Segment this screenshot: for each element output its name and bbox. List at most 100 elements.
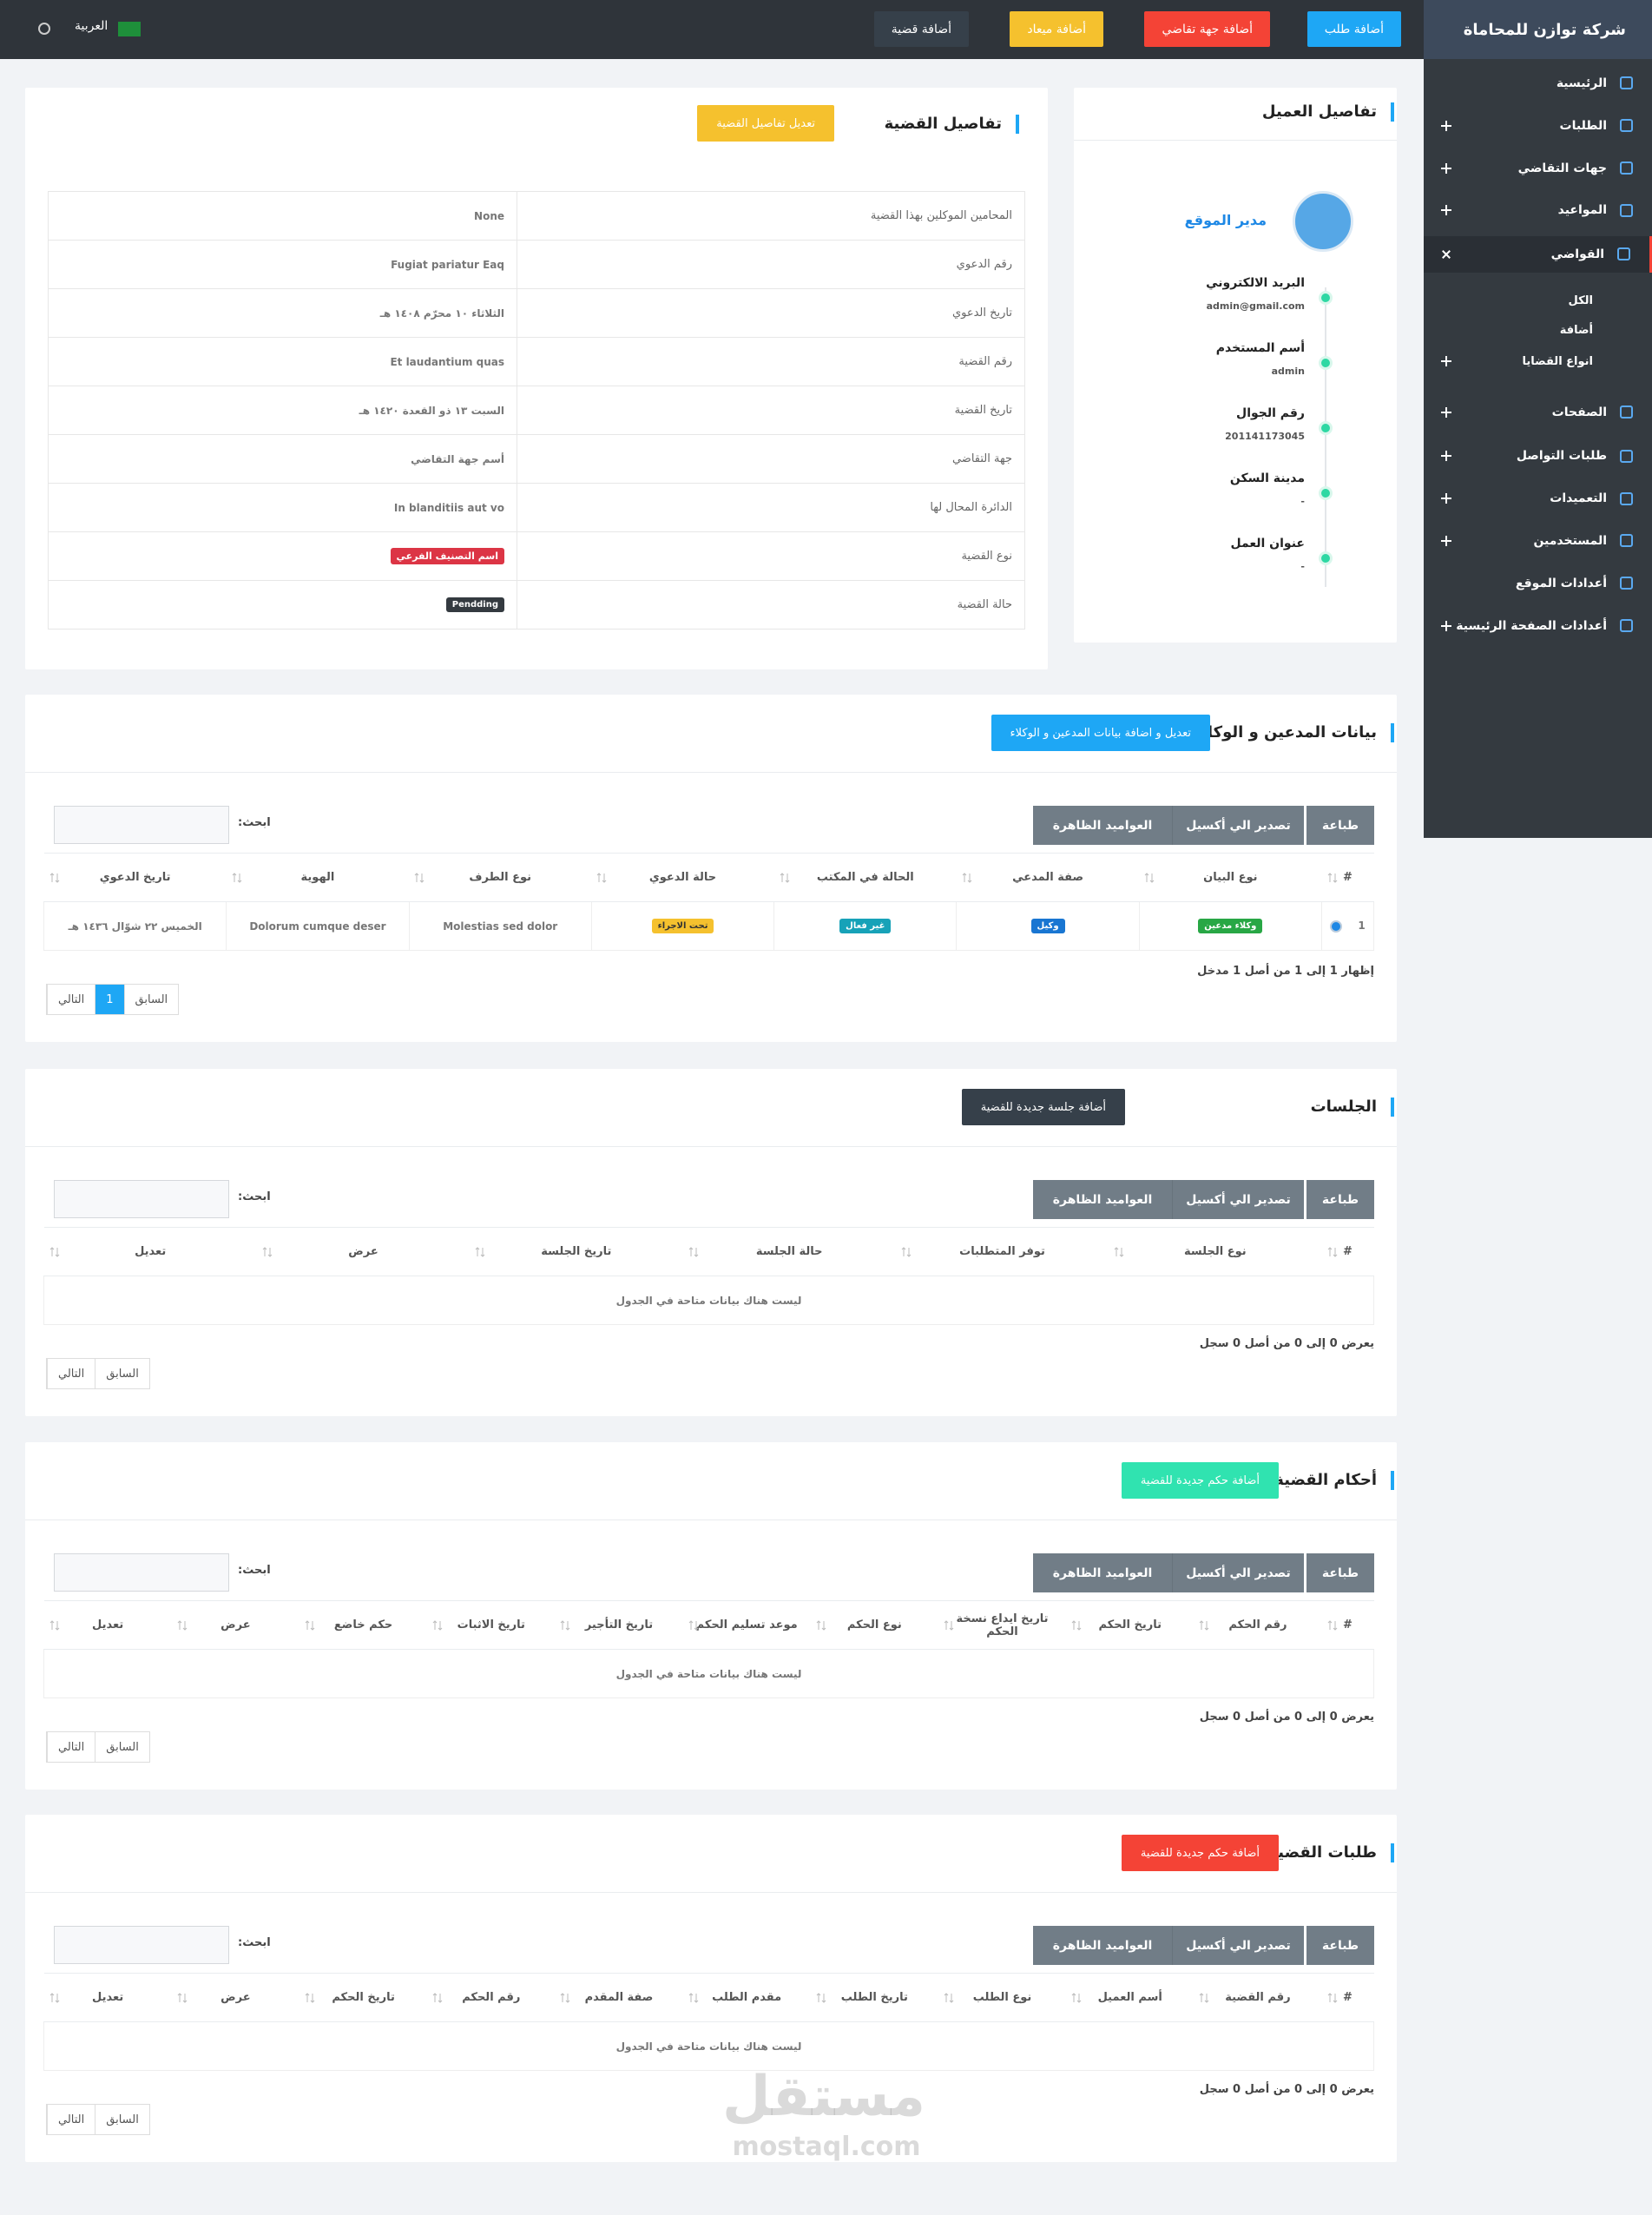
print-button[interactable]: طباعة — [1306, 1926, 1374, 1965]
column-header[interactable]: أسم العميل — [1066, 1973, 1195, 2022]
column-header[interactable]: رقم الحكم — [1194, 1600, 1322, 1650]
column-header[interactable]: # — [1321, 1600, 1374, 1650]
column-header[interactable]: تاريخ الاثبات — [427, 1600, 556, 1650]
header-text: تعديل — [92, 1991, 124, 2004]
columns-button[interactable]: العواميد الظاهرة — [1033, 806, 1172, 845]
page-link[interactable]: السابق — [95, 2105, 149, 2134]
page-link[interactable]: 1 — [95, 985, 124, 1014]
column-header[interactable]: عرض — [256, 1227, 471, 1276]
data-table: # رقم القضية أسم العميل نوع الطلب تاريخ الطل… — [43, 1973, 1374, 2071]
column-header[interactable]: حالة الجلسة — [682, 1227, 896, 1276]
section-button[interactable]: أضافة حكم جديدة للقضية — [1121, 1835, 1279, 1871]
search-input[interactable] — [54, 1926, 229, 1964]
columns-button[interactable]: العواميد الظاهرة — [1033, 1553, 1172, 1592]
column-header[interactable]: الهوية — [226, 853, 410, 902]
menu-item[interactable]: أضافة — [1424, 313, 1652, 349]
page-link[interactable]: التالي — [47, 2105, 95, 2134]
case-row: حالة القضية Pendding — [48, 580, 1025, 630]
columns-button[interactable]: العواميد الظاهرة — [1033, 1926, 1172, 1965]
excel-button[interactable]: تصدير الي أكسيل — [1172, 1926, 1304, 1965]
menu-item[interactable]: الكل — [1424, 282, 1652, 319]
column-header[interactable]: نوع الطرف — [409, 853, 592, 902]
sort-icon — [475, 1247, 485, 1257]
section-button[interactable]: أضافة جلسة جديدة للقضية — [961, 1089, 1125, 1125]
section-button[interactable]: تعديل و اضافة بيانات المدعين و الوكلاء — [991, 715, 1210, 751]
expand-row[interactable] — [1330, 920, 1343, 933]
settings-icon[interactable] — [38, 23, 50, 35]
column-header[interactable]: # — [1321, 1973, 1374, 2022]
column-header[interactable]: تاريخ التأجير — [555, 1600, 683, 1650]
section-button[interactable]: أضافة حكم جديدة للقضية — [1121, 1462, 1279, 1499]
page-link[interactable]: السابق — [95, 1732, 149, 1762]
edit-case-button[interactable]: تعديل تفاصيل القضية — [697, 105, 834, 142]
column-header[interactable]: تاريخ الجلسة — [470, 1227, 683, 1276]
menu-item[interactable]: انواع القضايا — [1424, 343, 1652, 379]
column-header[interactable]: حالة الدعوي — [591, 853, 774, 902]
menu-item[interactable]: أعدادات الموقع — [1424, 565, 1652, 602]
print-button[interactable]: طباعة — [1306, 806, 1374, 845]
top-button[interactable]: أضافة قضية — [873, 11, 969, 47]
columns-button[interactable]: العواميد الظاهرة — [1033, 1180, 1172, 1219]
menu-item[interactable]: الصفحات — [1424, 394, 1652, 431]
menu-item[interactable]: المواعيد — [1424, 192, 1652, 228]
column-header[interactable]: رقم الحكم — [427, 1973, 556, 2022]
column-header[interactable]: موعد تسليم الحكم — [682, 1600, 811, 1650]
top-button[interactable]: أضافة طلب — [1306, 11, 1401, 47]
table-info: يعرض 0 إلى 0 من أصل 0 سجل — [1199, 1337, 1374, 1350]
page-link[interactable]: التالي — [47, 1732, 95, 1762]
search-label: ابحث: — [238, 1190, 271, 1203]
column-header[interactable]: # — [1321, 853, 1374, 902]
column-header[interactable]: تاريخ الدعوي — [43, 853, 227, 902]
menu-item[interactable]: المستخدمين — [1424, 523, 1652, 559]
column-header[interactable]: رقم القضية — [1194, 1973, 1322, 2022]
menu-item[interactable]: أعدادات الصفحة الرئيسية — [1424, 608, 1652, 644]
column-header[interactable]: صفة المقدم — [555, 1973, 683, 2022]
top-button[interactable]: أضافة ميعاد — [1010, 11, 1103, 47]
search-input[interactable] — [54, 806, 229, 844]
column-header[interactable]: حكم خاضع — [299, 1600, 428, 1650]
column-header[interactable]: نوع الحكم — [810, 1600, 938, 1650]
page-link[interactable]: السابق — [95, 1359, 149, 1388]
menu-item[interactable]: طلبات التواصل — [1424, 438, 1652, 474]
column-header[interactable]: نوع الطلب — [938, 1973, 1067, 2022]
page-link[interactable]: التالي — [47, 1359, 95, 1388]
print-button[interactable]: طباعة — [1306, 1553, 1374, 1592]
column-header[interactable]: تعديل — [43, 1600, 172, 1650]
excel-button[interactable]: تصدير الي أكسيل — [1172, 1180, 1304, 1219]
column-header[interactable]: تاريخ ايداع نسخة الحكم — [938, 1600, 1067, 1650]
search-input[interactable] — [54, 1553, 229, 1592]
menu-item[interactable]: التعميدات — [1424, 480, 1652, 517]
menu-item[interactable]: القواضي — [1424, 235, 1652, 273]
expand-icon — [1441, 120, 1451, 131]
top-button[interactable]: أضافة جهة تقاضي — [1144, 11, 1270, 47]
column-header[interactable]: صفة المدعي — [956, 853, 1140, 902]
excel-button[interactable]: تصدير الي أكسيل — [1172, 1553, 1304, 1592]
column-header[interactable]: تاريخ الحكم — [1066, 1600, 1195, 1650]
print-button[interactable]: طباعة — [1306, 1180, 1374, 1219]
excel-button[interactable]: تصدير الي أكسيل — [1172, 806, 1304, 845]
column-header[interactable]: تعديل — [43, 1227, 257, 1276]
language[interactable]: العربية — [75, 19, 109, 33]
menu-item[interactable]: جهات التقاضي — [1424, 150, 1652, 187]
column-header[interactable]: مقدم الطلب — [682, 1973, 811, 2022]
column-header[interactable]: تعديل — [43, 1973, 172, 2022]
sort-icon — [177, 1993, 188, 2003]
column-header[interactable]: نوع البيان — [1139, 853, 1322, 902]
column-header[interactable]: # — [1321, 1227, 1374, 1276]
menu-item[interactable]: الرئيسية — [1424, 65, 1652, 102]
column-header[interactable]: عرض — [171, 1600, 299, 1650]
menu-item[interactable]: الطلبات — [1424, 108, 1652, 144]
search-input[interactable] — [54, 1180, 229, 1218]
cell: وكيل — [956, 901, 1140, 951]
column-header[interactable]: توفر المتطلبات — [895, 1227, 1109, 1276]
column-header[interactable]: عرض — [171, 1973, 299, 2022]
column-header[interactable]: تاريخ الطلب — [810, 1973, 938, 2022]
header-text: نوع الحكم — [846, 1618, 902, 1632]
column-header[interactable]: تاريخ الحكم — [299, 1973, 428, 2022]
column-header[interactable]: نوع الجلسة — [1109, 1227, 1322, 1276]
page-link[interactable]: السابق — [123, 985, 179, 1014]
sort — [944, 1620, 954, 1634]
column-header[interactable]: الحالة في المكتب — [773, 853, 957, 902]
page-link[interactable]: التالي — [47, 985, 95, 1014]
